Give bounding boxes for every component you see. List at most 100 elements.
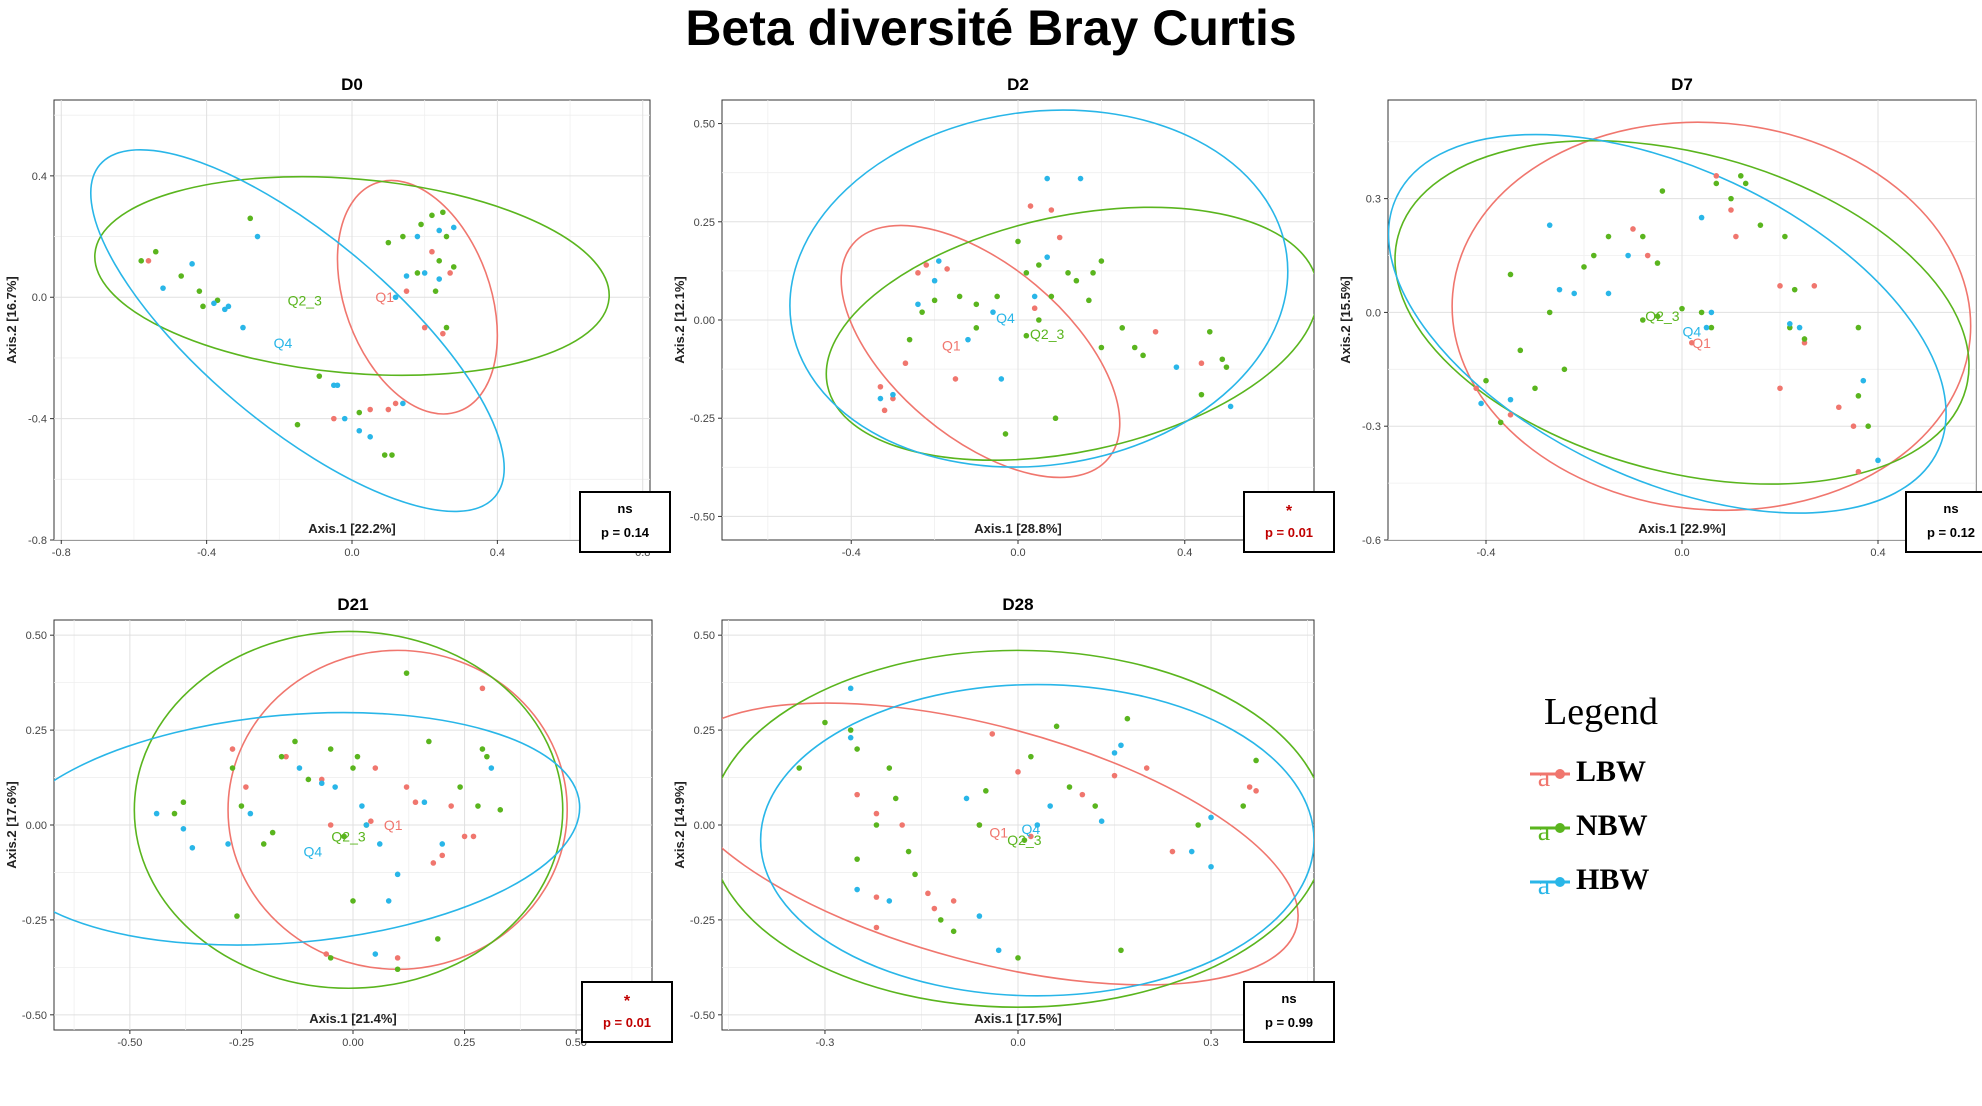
point-hbw [189, 261, 195, 267]
point-lbw [881, 407, 888, 414]
y-tick-label: -0.50 [22, 1010, 47, 1022]
point-lbw [412, 799, 419, 806]
point-hbw [421, 270, 428, 276]
point-hbw [247, 810, 254, 817]
point-nbw [426, 738, 432, 745]
point-nbw [1036, 262, 1042, 268]
point-hbw [436, 227, 443, 234]
point-hbw [1546, 222, 1553, 228]
p-value: p = 0.01 [1265, 525, 1313, 540]
y-tick-label: 0.50 [26, 630, 47, 642]
point-nbw [450, 264, 457, 270]
point-nbw [356, 409, 363, 416]
point-lbw [1246, 784, 1253, 790]
point-nbw [1497, 419, 1504, 426]
chart-title: D28 [1002, 595, 1033, 614]
point-nbw [973, 325, 980, 331]
point-hbw [225, 303, 232, 310]
x-tick-label: 0.0 [1674, 547, 1689, 559]
x-tick-label: -0.4 [842, 547, 861, 559]
point-lbw [243, 784, 249, 790]
chart-title: D7 [1671, 75, 1693, 94]
point-lbw [1811, 283, 1818, 289]
point-nbw [1654, 313, 1661, 320]
point-hbw [1031, 293, 1038, 300]
point-nbw [1483, 377, 1489, 384]
y-tick-label: -0.25 [690, 915, 715, 927]
point-hbw [965, 336, 971, 343]
point-hbw [372, 951, 379, 957]
legend-key-glyph: a [1538, 762, 1551, 793]
x-axis-label: Axis.1 [22.9%] [1638, 521, 1725, 536]
point-nbw [950, 928, 957, 935]
point-hbw [1703, 324, 1710, 331]
x-tick-label: 0.0 [344, 547, 359, 559]
point-nbw [1090, 270, 1096, 276]
point-hbw [1077, 175, 1084, 182]
point-hbw [385, 898, 392, 904]
centroid-label-q4: Q4 [274, 335, 293, 351]
point-nbw [1028, 753, 1034, 760]
panel-d28: D28 -0.3 0.0 0.3 0.50 0.25 0.00 -0.25 -0.50 Axis.… [672, 595, 1335, 1049]
point-lbw [1850, 423, 1857, 430]
point-nbw [440, 209, 446, 216]
point-hbw [877, 395, 884, 402]
point-lbw [368, 818, 374, 825]
centroid-label-q4: Q4 [1022, 821, 1041, 837]
point-lbw [1777, 283, 1783, 289]
point-lbw [902, 360, 909, 367]
point-hbw [854, 886, 860, 893]
point-nbw [1219, 356, 1226, 363]
point-nbw [1713, 180, 1720, 187]
x-tick-label: -0.3 [815, 1037, 834, 1049]
point-hbw [488, 765, 495, 771]
centroid-label-q2-3: Q2_3 [1645, 308, 1679, 324]
point-nbw [171, 810, 178, 817]
point-hbw [439, 841, 446, 847]
p-value: p = 0.12 [1927, 525, 1975, 540]
x-tick-label: -0.4 [1477, 547, 1496, 559]
point-nbw [886, 765, 893, 771]
y-axis-label: Axis.2 [12.1%] [672, 276, 687, 363]
point-nbw [247, 215, 254, 222]
point-nbw [1738, 173, 1744, 179]
point-hbw [1208, 863, 1214, 870]
y-tick-label: 0.4 [32, 171, 47, 183]
point-nbw [385, 239, 392, 246]
point-hbw [394, 871, 401, 878]
point-hbw [935, 258, 942, 264]
p-value: p = 0.99 [1265, 1015, 1313, 1030]
point-nbw [138, 258, 145, 264]
point-lbw [873, 810, 880, 817]
point-nbw [1140, 352, 1146, 359]
point-hbw [450, 224, 457, 231]
point-hbw [847, 685, 854, 692]
point-lbw [385, 406, 392, 413]
point-nbw [854, 746, 860, 752]
point-hbw [240, 324, 246, 331]
centroid-label-q2-3: Q2_3 [1007, 832, 1041, 848]
point-nbw [892, 795, 899, 802]
point-lbw [1111, 772, 1118, 779]
point-hbw [296, 765, 303, 771]
point-lbw [915, 270, 921, 276]
point-nbw [1053, 723, 1060, 730]
point-lbw [923, 262, 930, 268]
chart-title: D0 [341, 75, 363, 94]
stat-label: * [624, 993, 631, 1010]
point-hbw [254, 233, 261, 240]
point-lbw [440, 330, 446, 337]
point-hbw [1034, 822, 1041, 828]
x-tick-label: 0.4 [490, 547, 505, 559]
point-lbw [1048, 207, 1055, 213]
y-tick-label: 0.25 [26, 725, 47, 737]
point-lbw [873, 894, 880, 900]
point-hbw [376, 841, 383, 847]
point-nbw [394, 966, 401, 973]
point-nbw [1002, 431, 1009, 437]
point-nbw [294, 421, 301, 428]
point-hbw [367, 434, 373, 440]
x-tick-label: 0.0 [1010, 1037, 1025, 1049]
y-tick-label: -0.3 [1362, 421, 1381, 433]
point-lbw [421, 324, 428, 331]
